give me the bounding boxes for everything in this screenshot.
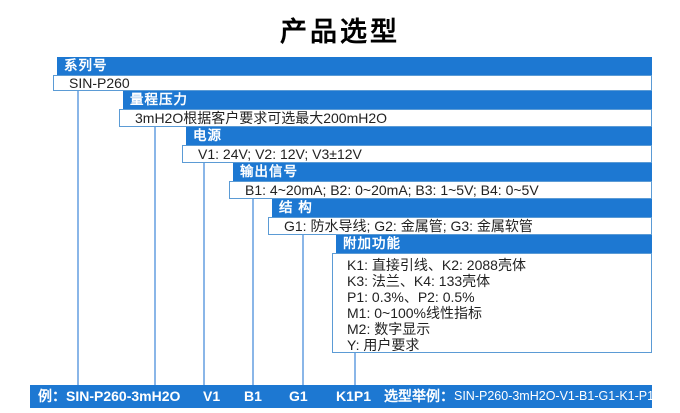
example-selection-label: 选型举例： [384,388,454,404]
option-line: K1: 直接引线、K2: 2088壳体 [347,257,526,273]
section-extra-functions-header: 附加功能 [336,235,652,253]
section-extra-functions-body: K1: 直接引线、K2: 2088壳体 K3: 法兰、K4: 133壳体 P1:… [332,253,652,353]
connector-line-output-signal [252,199,254,385]
option-line: 3mH2O根据客户要求可选最大200mH2O [135,110,388,126]
section-output-signal-body: B1: 4~20mA; B2: 0~20mA; B3: 1~5V; B4: 0~… [229,181,652,199]
connector-line-extra-functions [354,353,356,385]
option-line: Y: 用户要求 [347,337,420,353]
example-code-extra: K1P1 [336,388,372,404]
section-range-pressure: 量程压力 3mH2O根据客户要求可选最大200mH2O [119,91,652,127]
example-code-power: V1 [203,388,221,404]
section-output-signal-header: 输出信号 [233,163,652,181]
example-code-output: B1 [244,388,262,404]
section-power-supply-body: V1: 24V; V2: 12V; V3±12V [182,145,652,163]
option-line: B1: 4~20mA; B2: 0~20mA; B3: 1~5V; B4: 0~… [245,182,539,198]
section-series-header: 系列号 [57,57,652,75]
section-power-supply-header: 电源 [186,127,652,145]
connector-line-structure [302,235,304,385]
option-line: M2: 数字显示 [347,321,431,337]
option-line: SIN-P260 [69,76,130,91]
option-line: G1: 防水导线; G2: 金属管; G3: 金属软管 [284,218,533,234]
example-selection-value: SIN-P260-3mH2O-V1-B1-G1-K1-P1 [454,389,655,403]
section-range-pressure-header: 量程压力 [123,91,652,109]
connector-line-series [77,91,79,385]
connector-line-range-pressure [154,127,156,385]
connector-line-power-supply [203,163,205,385]
section-range-pressure-body: 3mH2O根据客户要求可选最大200mH2O [119,109,652,127]
section-series: 系列号 SIN-P260 [53,57,652,91]
option-line: P1: 0.3%、P2: 0.5% [347,289,475,305]
option-line: V1: 24V; V2: 12V; V3±12V [198,146,362,162]
example-bar-label: 例：SIN-P260-3mH2O [38,388,181,404]
section-structure-body: G1: 防水导线; G2: 金属管; G3: 金属软管 [268,217,652,235]
section-structure: 结 构 G1: 防水导线; G2: 金属管; G3: 金属软管 [268,199,652,235]
section-output-signal: 输出信号 B1: 4~20mA; B2: 0~20mA; B3: 1~5V; B… [229,163,652,199]
example-bar: 例：SIN-P260-3mH2O V1 B1 G1 K1P1 选型举例： SIN… [30,385,655,408]
page-title: 产品选型 [280,17,400,47]
section-series-body: SIN-P260 [53,75,652,91]
section-extra-functions: 附加功能 K1: 直接引线、K2: 2088壳体 K3: 法兰、K4: 133壳… [332,235,652,353]
section-structure-header: 结 构 [272,199,652,217]
section-power-supply: 电源 V1: 24V; V2: 12V; V3±12V [182,127,652,163]
option-line: K3: 法兰、K4: 133壳体 [347,273,491,289]
option-line: M1: 0~100%线性指标 [347,305,482,321]
example-code-structure: G1 [289,388,308,404]
